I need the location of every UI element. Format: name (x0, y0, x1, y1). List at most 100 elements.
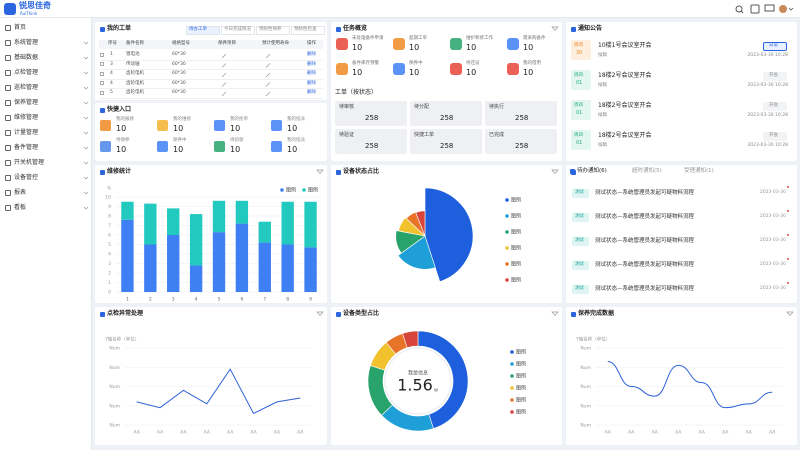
menu-item[interactable]: 点检管理 (14, 69, 39, 76)
todo-text[interactable]: 测试状态—系统管理员发起可疑物料流程 (595, 190, 695, 196)
tab-label[interactable]: 预防性保养 (259, 27, 282, 32)
logo-sub: RuiThink (20, 11, 38, 16)
menu-item[interactable]: 设备管控 (14, 174, 39, 181)
quick-icon (214, 141, 225, 152)
task-label[interactable]: 保养中 (409, 61, 423, 66)
quick-label[interactable]: 我的指派 (287, 117, 305, 122)
menu-item[interactable]: 看板 (14, 204, 27, 211)
task-value: 10 (409, 43, 420, 52)
status-label: 待执行 (489, 104, 505, 110)
status-box[interactable] (335, 101, 407, 126)
quick-label[interactable]: 待保养 (116, 138, 130, 143)
tab-label[interactable]: 待办工单 (189, 27, 207, 32)
quick-label[interactable]: 我的报修 (116, 117, 134, 122)
task-label[interactable]: 未处理备件申请 (352, 36, 384, 41)
status-value: 258 (365, 142, 379, 150)
notice-time: 2023-03-30 10:28 (747, 83, 788, 88)
notice-text[interactable]: 18楼2号会议室开会 (598, 72, 652, 79)
task-value: 10 (352, 68, 363, 77)
status-box[interactable] (485, 101, 557, 126)
panel-title-icon (571, 312, 576, 317)
notice-text[interactable]: 18楼2号会议室开会 (598, 132, 652, 139)
task-label[interactable]: 备件库存预警 (352, 61, 379, 66)
status-box[interactable] (410, 129, 482, 154)
status-label: 待审核 (339, 104, 355, 110)
menu-item[interactable]: 计量管理 (14, 129, 39, 136)
todo-tag-pill (572, 213, 589, 222)
todo-text[interactable]: 测试状态—系统管理员发起可疑物料流程 (595, 286, 695, 292)
quick-value: 10 (230, 124, 241, 133)
cell-name: 齿轮电机 (126, 90, 144, 95)
task-label[interactable]: 超期工单 (409, 36, 427, 41)
todo-date: 2023-03-30 (759, 214, 786, 219)
pie-panel (331, 165, 562, 303)
cell-name: 齿轮电机 (126, 80, 144, 86)
menu-item[interactable]: 基础数据 (14, 54, 39, 61)
date-badge (571, 100, 591, 120)
menu-item[interactable]: 保养管理 (14, 99, 39, 106)
row-divider (99, 88, 323, 89)
tab-label[interactable]: 今日完成情况 (224, 27, 251, 32)
notice-text[interactable]: 18楼2号会议室开会 (598, 102, 652, 109)
notice-author: 候稿 (598, 143, 607, 148)
status-box[interactable] (410, 101, 482, 126)
cell-action[interactable]: 删除 (307, 71, 316, 76)
table-header-cell: 备件名称 (126, 41, 144, 46)
notice-author: 候稿 (598, 83, 607, 88)
todo-tag-pill (572, 285, 589, 294)
date-badge (571, 40, 591, 60)
panel-title-icon (336, 312, 341, 317)
cell-no: 4 (110, 80, 113, 86)
badge-week: 周四 (574, 103, 583, 108)
cell-spec: 60*30 (172, 61, 186, 67)
quick-label[interactable]: 我的抢单 (230, 117, 248, 122)
todo-text[interactable]: 测试状态—系统管理员发起可疑物料流程 (595, 238, 695, 244)
task-label[interactable]: 待还设 (466, 61, 480, 66)
cell-action[interactable]: 删除 (307, 52, 316, 57)
quick-label[interactable]: 待验收 (230, 138, 244, 143)
tab-label[interactable]: 预防性检查 (294, 27, 317, 32)
todo-tab[interactable]: 受理通知(1) (684, 168, 714, 174)
todo-text[interactable]: 测试状态—系统管理员发起可疑物料流程 (595, 214, 695, 220)
menu-item[interactable]: 巡检管理 (14, 84, 39, 91)
todo-tag-pill (572, 237, 589, 246)
notice-author: 候稿 (598, 53, 607, 58)
panel-title: 我的工单 (107, 25, 132, 32)
table-header-cell: 操作 (307, 41, 316, 46)
todo-tag-pill (572, 261, 589, 270)
menu-item[interactable]: 首页 (14, 24, 27, 31)
task-label[interactable]: 我的借用 (523, 61, 541, 66)
task-value: 10 (352, 43, 363, 52)
quick-icon (157, 141, 168, 152)
checkbox (100, 71, 104, 76)
quick-label[interactable]: 保养中 (173, 138, 187, 143)
menu-item[interactable]: 报表 (14, 189, 27, 196)
tab (291, 26, 325, 35)
cell-action[interactable]: 删除 (307, 80, 316, 86)
quick-icon (271, 120, 282, 131)
task-label[interactable]: 需采购备件 (523, 36, 546, 41)
menu-item[interactable]: 维修管理 (14, 114, 39, 121)
panel-title: 维修统计 (107, 168, 132, 175)
status-value: 258 (515, 142, 529, 150)
task-label[interactable]: 维护和修工作 (466, 36, 493, 41)
menu-icon (5, 145, 11, 151)
menu-item[interactable]: 系统管理 (14, 39, 39, 46)
cell-action[interactable]: 删除 (307, 90, 316, 95)
quick-value: 10 (116, 145, 127, 154)
status-box[interactable] (335, 129, 407, 154)
cell-action[interactable]: 删除 (307, 61, 316, 67)
status-box[interactable] (485, 129, 557, 154)
menu-item[interactable]: 开关机管理 (14, 159, 45, 166)
quick-label[interactable]: 我的维修 (173, 117, 191, 122)
task-value: 10 (466, 68, 477, 77)
menu-item[interactable]: 备件管理 (14, 144, 39, 151)
notice-tag-pill (763, 102, 787, 111)
quick-label[interactable]: 我的指派 (287, 138, 305, 143)
line-panel (566, 307, 797, 445)
todo-tag: 测试 (575, 286, 584, 291)
todo-text[interactable]: 测试状态—系统管理员发起可疑物料流程 (595, 262, 695, 268)
todo-tab[interactable]: 待办通知(6) (577, 168, 607, 174)
todo-tab[interactable]: 超时通知(5) (632, 168, 662, 174)
notice-text[interactable]: 10楼1号会议室开会 (598, 42, 652, 49)
